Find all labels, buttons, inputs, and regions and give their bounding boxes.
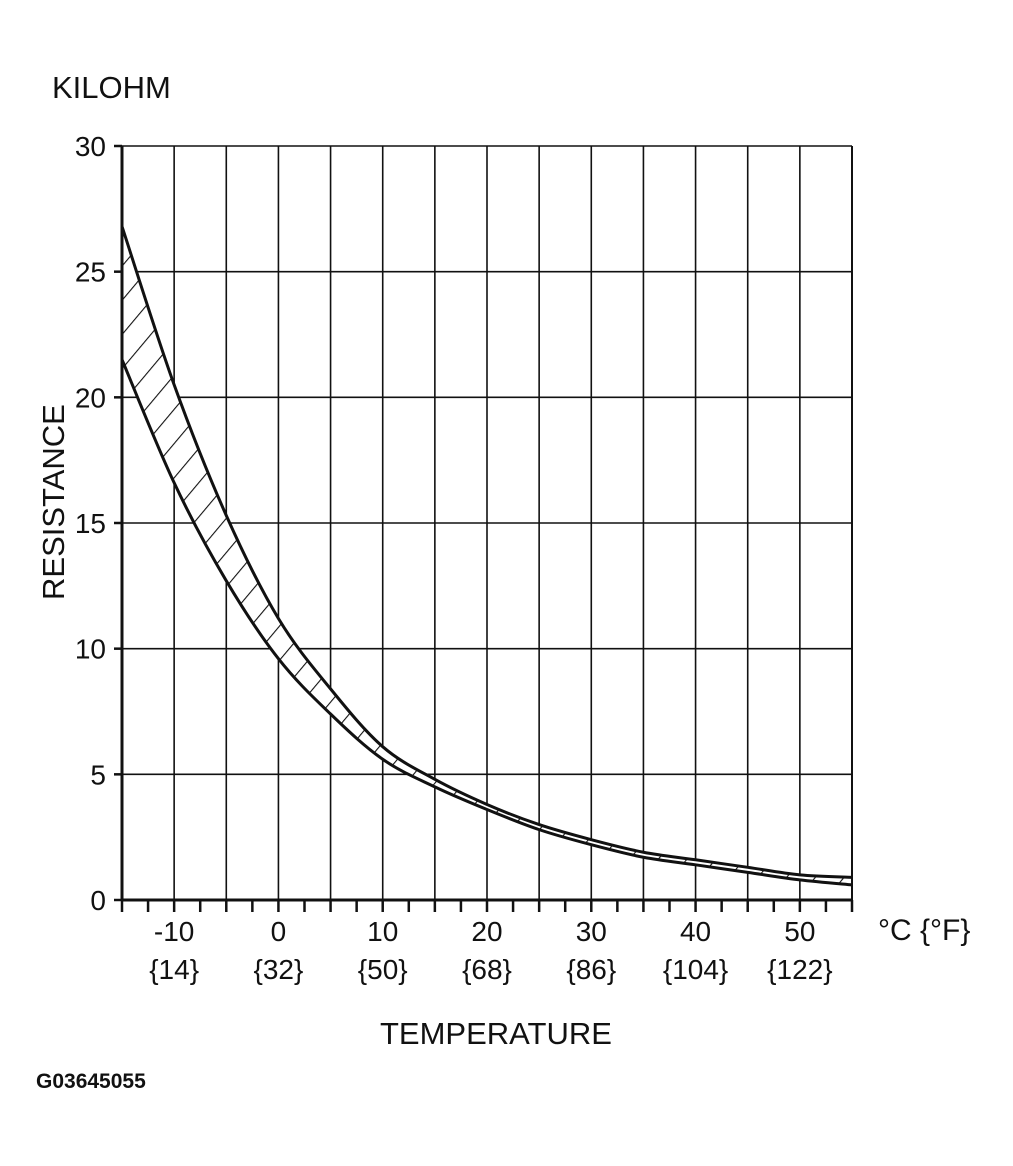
- tolerance-band: [120, 225, 853, 887]
- x-tick-label-celsius: 30: [576, 916, 607, 947]
- x-tick-label-fahrenheit: {122}: [767, 954, 832, 985]
- x-tick-label-celsius: 10: [367, 916, 398, 947]
- y-tick-label: 5: [90, 759, 106, 790]
- x-tick-label-celsius: 20: [471, 916, 502, 947]
- upper-bound-line: [120, 225, 853, 879]
- x-tick-labels: -10 {14} 0 {32} 10 {50} 20 {68} 30 {86} 40 {104} 50 {…: [149, 916, 832, 985]
- x-unit-label: °C {°F}: [878, 914, 971, 947]
- y-tick-label: 30: [75, 131, 106, 162]
- y-unit-label: KILOHM: [52, 70, 171, 105]
- x-tick-label-celsius: 50: [784, 916, 815, 947]
- y-axis-label: RESISTANCE: [36, 404, 71, 600]
- x-tick-label-fahrenheit: {86}: [566, 954, 616, 985]
- y-tick-label: 10: [75, 634, 106, 665]
- lower-bound-line: [120, 359, 853, 887]
- x-tick-label-fahrenheit: {14}: [149, 954, 199, 985]
- grid: [122, 145, 853, 900]
- figure-code: G03645055: [36, 1070, 146, 1093]
- y-tick-label: 20: [75, 382, 106, 413]
- x-tick-label-celsius: 40: [680, 916, 711, 947]
- ticks: [114, 144, 854, 912]
- x-tick-label-fahrenheit: {104}: [663, 954, 728, 985]
- x-tick-label-fahrenheit: {32}: [253, 954, 303, 985]
- x-tick-label-fahrenheit: {68}: [462, 954, 512, 985]
- x-tick-label-celsius: -10: [154, 916, 194, 947]
- y-tick-label: 15: [75, 508, 106, 539]
- x-tick-label-celsius: 0: [271, 916, 287, 947]
- x-axis-label: TEMPERATURE: [380, 1016, 612, 1051]
- y-tick-label: 0: [90, 885, 106, 916]
- y-tick-label: 25: [75, 257, 106, 288]
- y-tick-labels: 0 5 10 15 20 25 30: [75, 131, 106, 916]
- x-tick-label-fahrenheit: {50}: [358, 954, 408, 985]
